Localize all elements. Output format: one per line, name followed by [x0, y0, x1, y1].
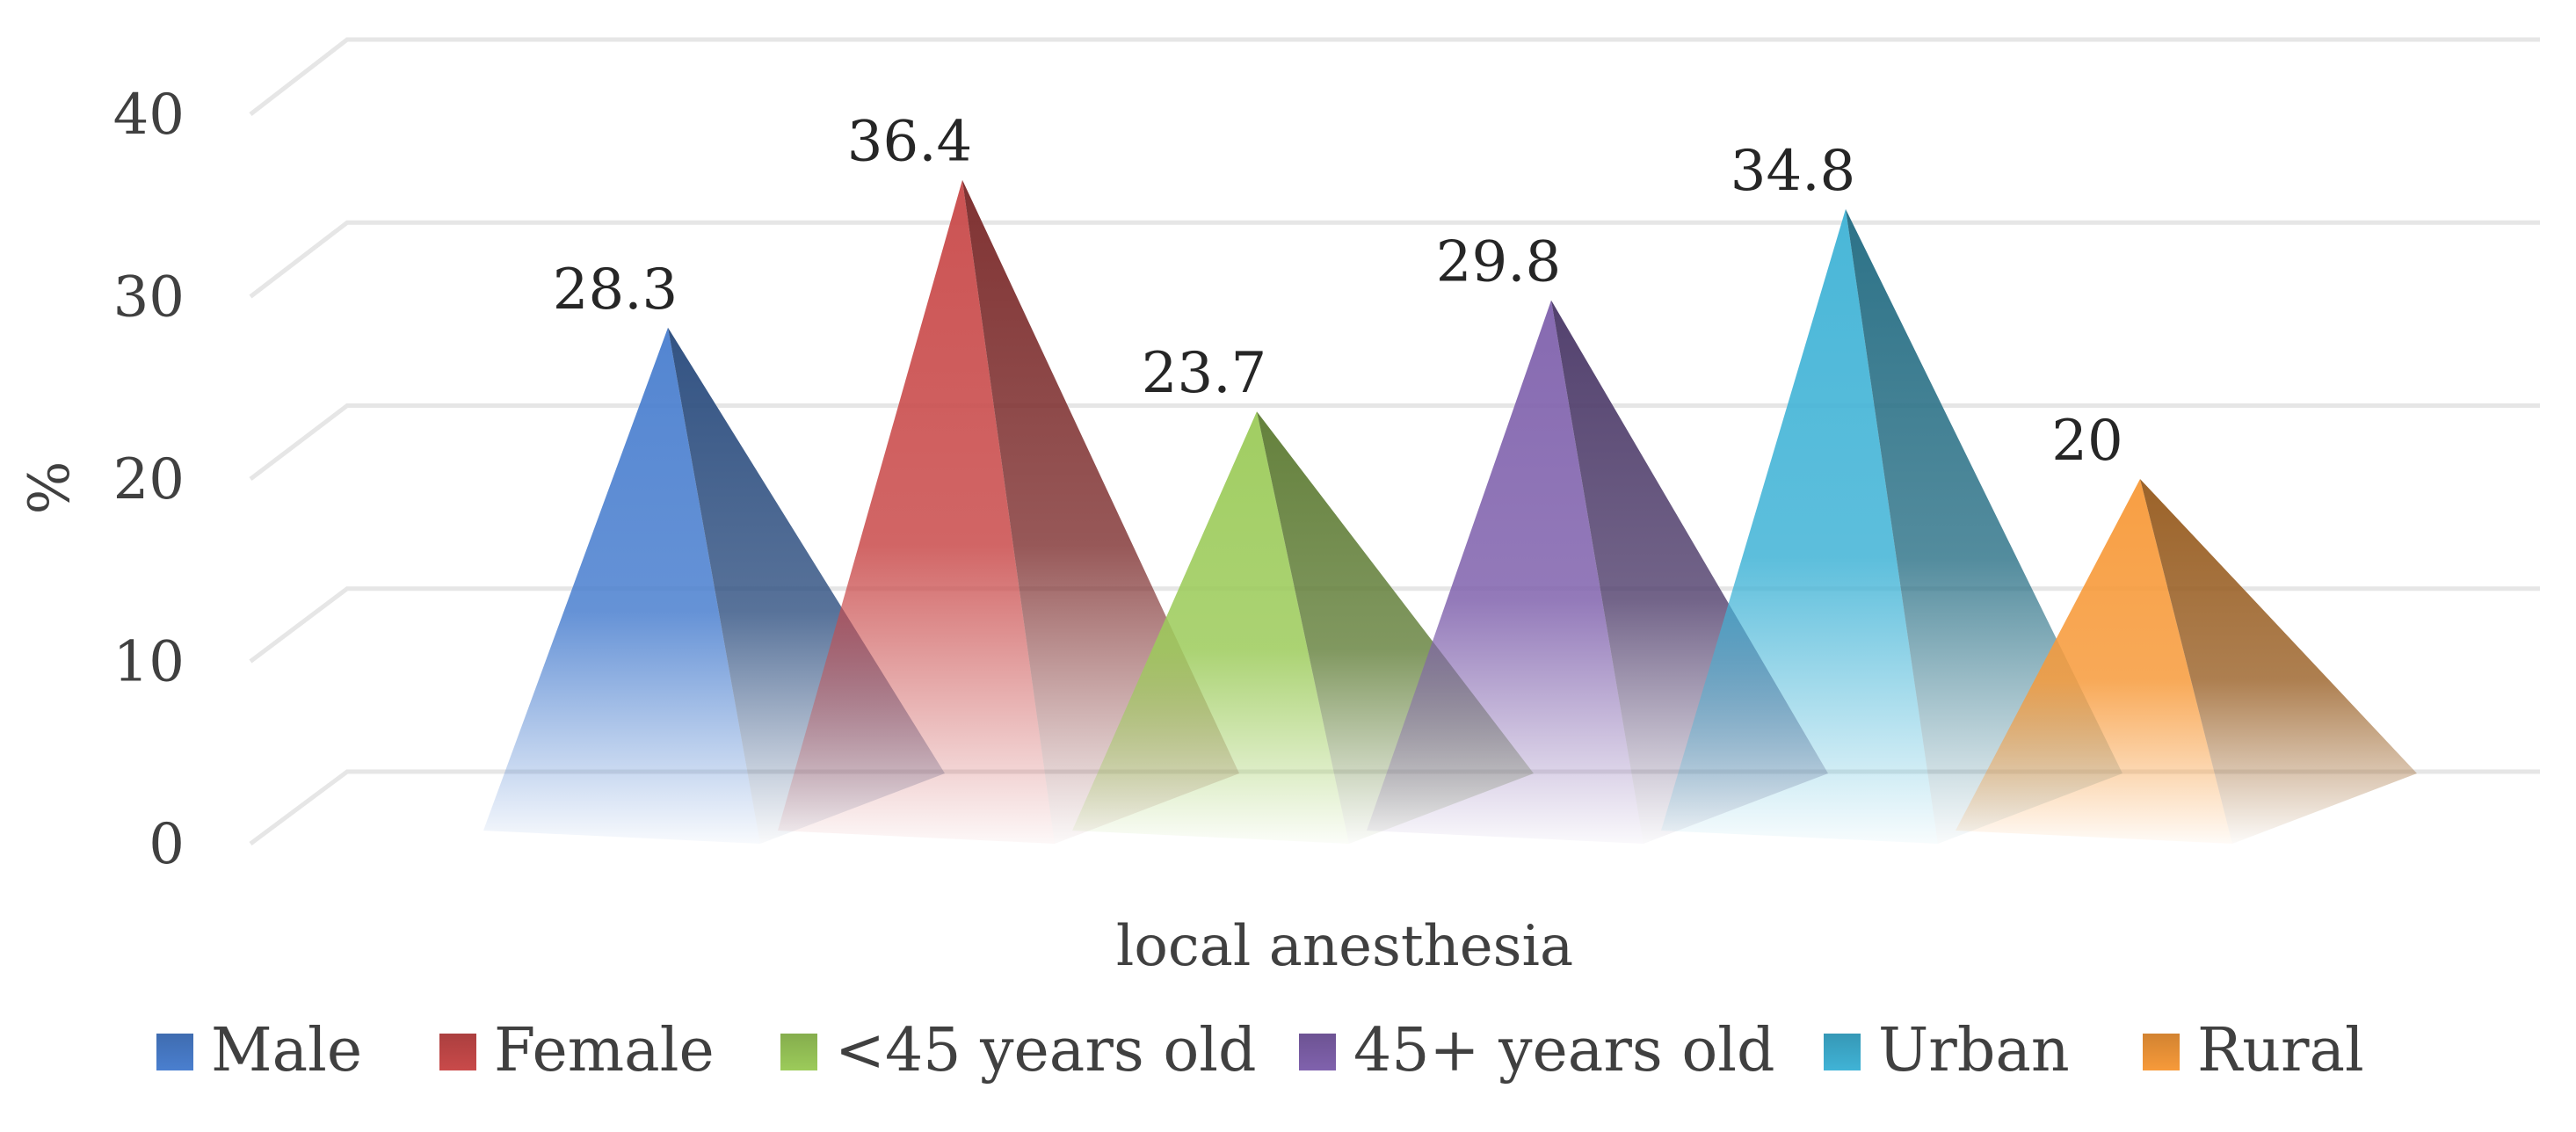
legend-swatch	[439, 1034, 476, 1070]
data-label-3: 23.7	[1142, 341, 1267, 406]
pyramid-rural	[1956, 479, 2417, 844]
pyramids	[483, 179, 2417, 844]
y-tick-label-30: 30	[113, 265, 185, 330]
y-axis-title: %	[18, 461, 83, 515]
y-tick-label-0: 0	[149, 812, 185, 877]
data-label-5: 34.8	[1731, 139, 1856, 204]
pyramid-front-face	[1072, 411, 1349, 844]
legend-label: Rural	[2197, 1016, 2364, 1085]
legend-item-3: <45 years old	[780, 1016, 1257, 1085]
legend-label: Male	[211, 1016, 362, 1085]
gridline-20	[249, 403, 2540, 481]
y-tick-label-20: 20	[113, 447, 185, 512]
legend-swatch	[1299, 1034, 1336, 1070]
legend-label: 45+ years old	[1353, 1016, 1775, 1085]
x-axis-category-label: local anesthesia	[1116, 914, 1573, 979]
legend-item-5: Urban	[1824, 1016, 2070, 1085]
legend-swatch	[156, 1034, 193, 1070]
legend-item-4: 45+ years old	[1299, 1016, 1775, 1085]
legend-label: <45 years old	[835, 1016, 1257, 1085]
legend-item-2: Female	[439, 1016, 715, 1085]
legend-label: Female	[494, 1016, 715, 1085]
data-label-6: 20	[2051, 409, 2122, 474]
gridline-40	[249, 37, 2540, 116]
y-axis: 0 10 20 30 40	[113, 83, 185, 877]
legend-swatch	[2143, 1034, 2180, 1070]
pyramid-side-face	[2140, 479, 2417, 844]
data-label-4: 29.8	[1436, 230, 1562, 295]
data-label-2: 36.4	[847, 110, 973, 175]
y-tick-label-10: 10	[113, 630, 185, 695]
legend-swatch	[780, 1034, 817, 1070]
legend-item-6: Rural	[2143, 1016, 2364, 1085]
legend-label: Urban	[1878, 1016, 2070, 1085]
legend-item-1: Male	[156, 1016, 362, 1085]
data-label-1: 28.3	[553, 258, 678, 323]
gridline-30	[249, 220, 2540, 299]
legend: Male Female <45 years old 45+ years old Urba…	[156, 1016, 2364, 1085]
y-tick-label-40: 40	[113, 83, 185, 148]
data-labels: 28.3 36.4 23.7 29.8 34.8 20	[553, 110, 2123, 474]
legend-swatch	[1824, 1034, 1861, 1070]
